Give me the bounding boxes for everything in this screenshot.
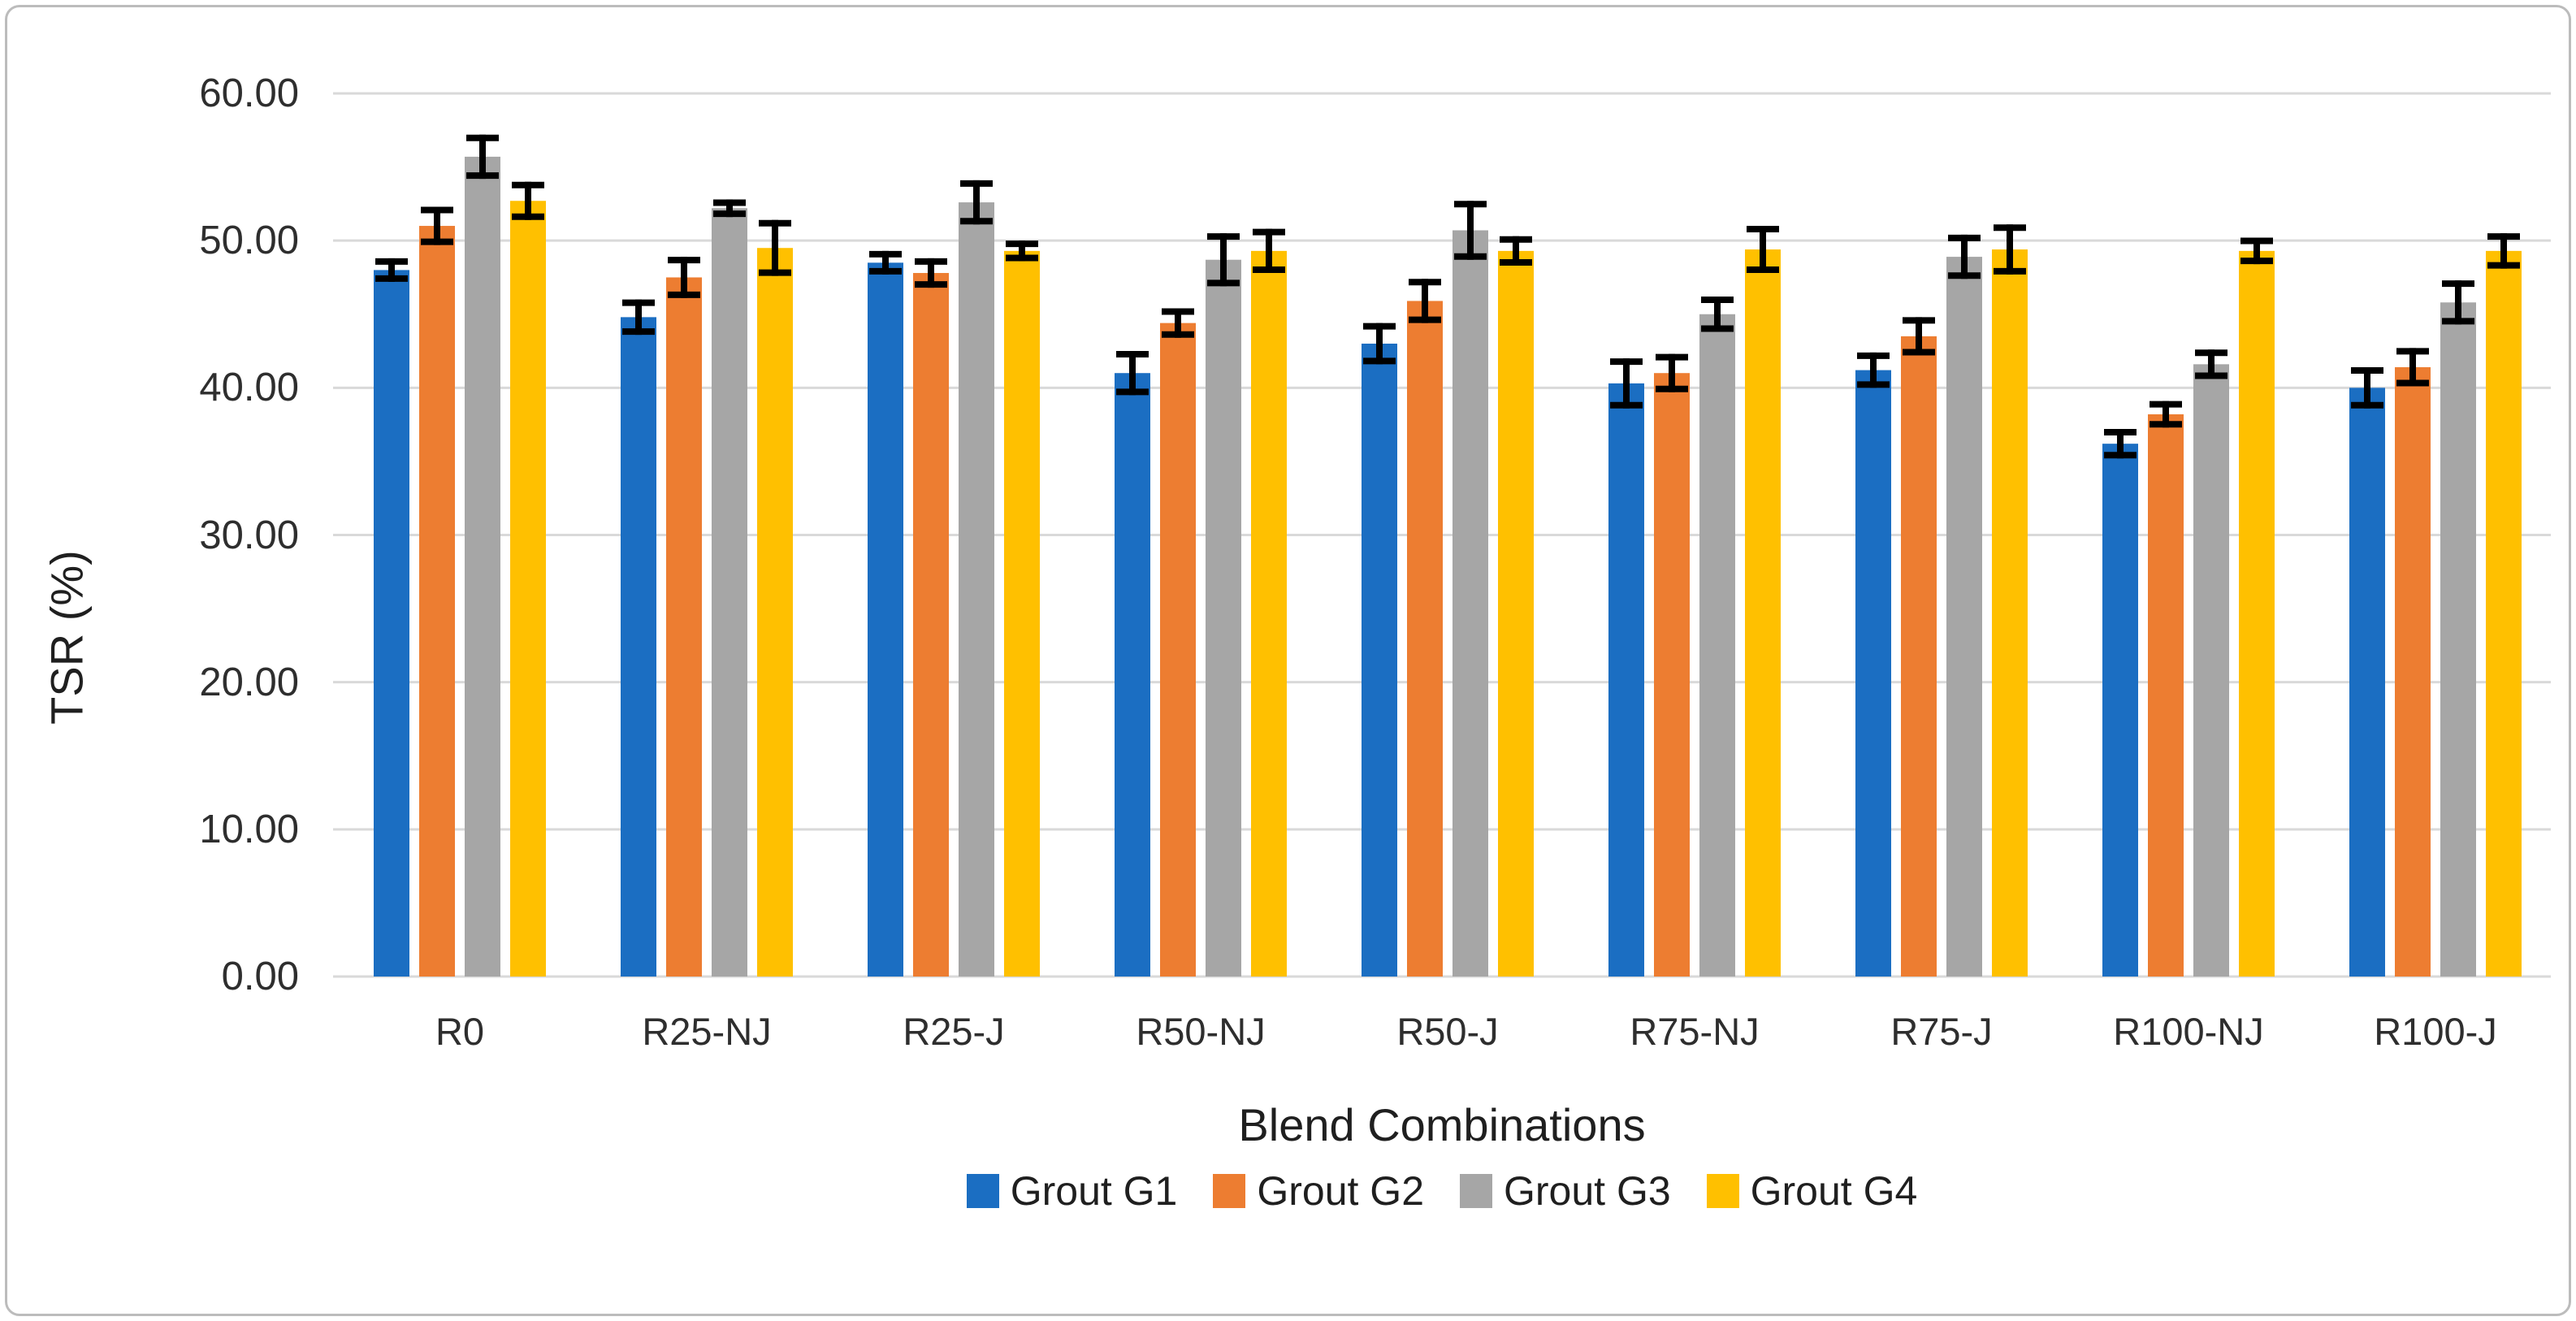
error-bar-R75-NJ-grout-g1 bbox=[1610, 358, 1643, 409]
error-bar-R100-NJ-grout-g2 bbox=[2150, 401, 2182, 428]
bar-R25-J-grout-g3 bbox=[959, 202, 994, 977]
error-bar-R50-J-grout-g3 bbox=[1454, 201, 1487, 260]
error-bar-R25-J-grout-g2 bbox=[915, 258, 947, 288]
error-bars bbox=[375, 134, 2520, 459]
error-bar-R50-J-grout-g2 bbox=[1409, 279, 1441, 323]
bar-R0-grout-g1 bbox=[374, 270, 409, 977]
error-bar-R25-J-grout-g3 bbox=[960, 180, 993, 225]
bar-R25-NJ-grout-g4 bbox=[757, 248, 793, 977]
error-bar-R100-J-grout-g3 bbox=[2442, 280, 2474, 325]
error-bar-R0-grout-g3 bbox=[466, 134, 499, 180]
bar-R25-J-grout-g4 bbox=[1004, 250, 1040, 977]
bar-R100-NJ-grout-g3 bbox=[2193, 364, 2229, 977]
error-bar-R25-NJ-grout-g1 bbox=[622, 299, 655, 336]
error-bar-R75-J-grout-g4 bbox=[1994, 224, 2026, 275]
error-bar-R25-NJ-grout-g4 bbox=[759, 219, 791, 276]
error-bar-R0-grout-g4 bbox=[512, 181, 544, 220]
bar-R75-NJ-grout-g3 bbox=[1699, 314, 1735, 977]
bar-R100-NJ-grout-g4 bbox=[2239, 250, 2275, 977]
bar-R100-NJ-grout-g2 bbox=[2148, 414, 2184, 977]
bar-R50-J-grout-g1 bbox=[1362, 343, 1397, 977]
error-bar-R25-J-grout-g1 bbox=[869, 250, 902, 275]
error-bar-R50-NJ-grout-g3 bbox=[1207, 233, 1240, 287]
error-bar-R25-J-grout-g4 bbox=[1006, 240, 1038, 262]
error-bar-R100-J-grout-g2 bbox=[2396, 348, 2429, 387]
error-bar-R50-J-grout-g4 bbox=[1500, 236, 1532, 266]
bar-R0-grout-g3 bbox=[465, 156, 500, 977]
error-bar-R50-NJ-grout-g4 bbox=[1253, 228, 1285, 274]
error-bar-R25-NJ-grout-g3 bbox=[713, 199, 746, 218]
bar-R75-J-grout-g1 bbox=[1855, 370, 1891, 977]
error-bar-R25-NJ-grout-g2 bbox=[668, 257, 700, 298]
bar-R50-J-grout-g3 bbox=[1453, 230, 1488, 977]
error-bar-R75-NJ-grout-g3 bbox=[1701, 297, 1734, 332]
bar-R50-NJ-grout-g1 bbox=[1115, 373, 1150, 977]
bar-R100-J-grout-g1 bbox=[2349, 388, 2385, 977]
bar-R100-NJ-grout-g1 bbox=[2102, 444, 2138, 977]
bar-R50-NJ-grout-g3 bbox=[1206, 259, 1241, 977]
bar-R0-grout-g4 bbox=[510, 201, 546, 977]
error-bar-R100-J-grout-g4 bbox=[2487, 233, 2520, 269]
error-bar-R50-J-grout-g1 bbox=[1363, 323, 1396, 365]
error-bar-R75-NJ-grout-g2 bbox=[1656, 353, 1688, 392]
bar-R75-J-grout-g4 bbox=[1992, 249, 2028, 977]
bar-R25-NJ-grout-g2 bbox=[666, 277, 702, 977]
bar-R25-NJ-grout-g3 bbox=[712, 208, 747, 977]
bar-R25-NJ-grout-g1 bbox=[621, 317, 656, 977]
bar-R100-J-grout-g3 bbox=[2440, 302, 2476, 977]
error-bar-R100-J-grout-g1 bbox=[2351, 366, 2383, 409]
bar-R0-grout-g2 bbox=[419, 226, 455, 977]
error-bar-R0-grout-g2 bbox=[421, 206, 453, 245]
error-bar-R100-NJ-grout-g3 bbox=[2195, 349, 2227, 379]
error-bar-R75-J-grout-g3 bbox=[1948, 234, 1981, 279]
bar-R25-J-grout-g2 bbox=[913, 273, 949, 977]
bar-R75-J-grout-g3 bbox=[1946, 257, 1982, 977]
error-bar-R0-grout-g1 bbox=[375, 258, 408, 282]
bar-R75-J-grout-g2 bbox=[1901, 336, 1937, 977]
error-bar-R75-J-grout-g2 bbox=[1903, 317, 1935, 356]
error-bar-R50-NJ-grout-g1 bbox=[1116, 351, 1149, 396]
bar-R100-J-grout-g2 bbox=[2395, 366, 2431, 977]
bar-groups bbox=[374, 156, 2522, 977]
bar-R25-J-grout-g1 bbox=[868, 262, 903, 977]
error-bar-R100-NJ-grout-g4 bbox=[2240, 237, 2273, 265]
bar-R100-J-grout-g4 bbox=[2486, 250, 2522, 977]
error-bar-R75-NJ-grout-g4 bbox=[1747, 226, 1779, 274]
error-bar-R50-NJ-grout-g2 bbox=[1162, 308, 1194, 338]
bar-R75-NJ-grout-g4 bbox=[1745, 249, 1781, 977]
bar-R75-NJ-grout-g1 bbox=[1608, 383, 1644, 977]
bar-R75-NJ-grout-g2 bbox=[1654, 373, 1690, 977]
bar-R50-NJ-grout-g4 bbox=[1251, 250, 1287, 977]
bar-R50-NJ-grout-g2 bbox=[1160, 323, 1196, 977]
bar-R50-J-grout-g2 bbox=[1407, 301, 1443, 977]
bar-R50-J-grout-g4 bbox=[1498, 250, 1534, 977]
error-bar-R75-J-grout-g1 bbox=[1857, 352, 1890, 388]
error-bar-R100-NJ-grout-g1 bbox=[2104, 429, 2137, 459]
